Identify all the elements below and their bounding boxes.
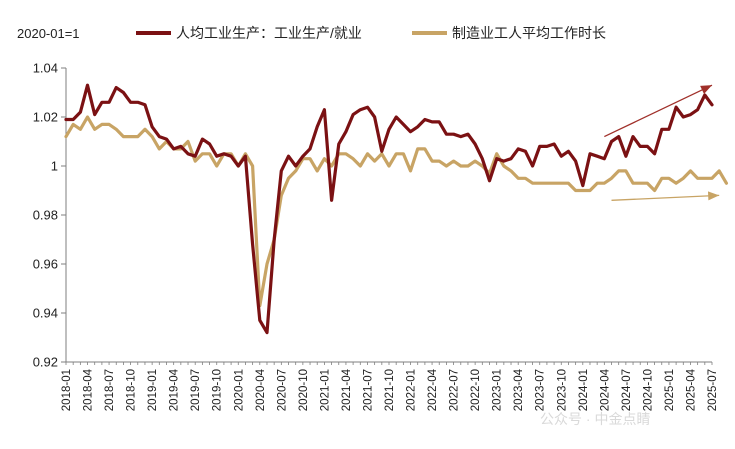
x-tick-label: 2020-07 <box>276 369 288 411</box>
legend-label-1: 制造业工人平均工作时长 <box>452 25 606 41</box>
x-tick-label: 2024-04 <box>599 368 611 411</box>
x-tick-label: 2022-01 <box>406 369 418 411</box>
x-tick-label: 2024-07 <box>621 369 633 411</box>
series-lines <box>64 83 729 335</box>
unit-label: 2020-01=1 <box>17 26 80 41</box>
x-tick-label: 2018-01 <box>61 369 73 411</box>
y-tick-label: 0.96 <box>33 257 58 272</box>
y-tick-label: 1.02 <box>33 110 58 125</box>
axes <box>65 68 712 363</box>
x-tick-label: 2019-10 <box>212 369 224 411</box>
x-tick-label: 2024-01 <box>578 369 590 411</box>
x-tick-label: 2020-10 <box>298 369 310 411</box>
x-tick-label: 2020-04 <box>255 368 267 411</box>
watermark: 公众号 · 中金点睛 <box>540 411 650 427</box>
x-tick-label: 2020-01 <box>233 369 245 411</box>
legend: 人均工业生产：工业生产/就业 制造业工人平均工作时长 <box>136 25 606 41</box>
x-tick-label: 2018-04 <box>83 368 95 411</box>
x-tick-label: 2021-07 <box>362 369 374 411</box>
x-tick-label: 2022-10 <box>470 369 482 411</box>
x-tick-label: 2023-07 <box>535 369 547 411</box>
x-tick-label: 2021-10 <box>384 369 396 411</box>
x-tick-label: 2022-07 <box>449 369 461 411</box>
x-tick-label: 2023-10 <box>556 369 568 411</box>
x-tick-label: 2019-04 <box>169 368 181 411</box>
series-line-0 <box>64 83 714 335</box>
y-tick-label: 0.92 <box>33 355 58 370</box>
x-tick-label: 2018-07 <box>104 369 116 411</box>
y-tick-label: 0.98 <box>33 208 58 223</box>
y-axis-ticks: 0.92 0.94 0.96 0.98 1 1.02 1.04 <box>33 61 66 370</box>
x-tick-label: 2021-04 <box>341 368 353 411</box>
x-tick-label: 2022-04 <box>427 368 439 411</box>
x-tick-label: 2019-07 <box>190 369 202 411</box>
trend-arrow-head-1 <box>707 191 720 201</box>
series-line-1 <box>64 115 729 308</box>
trend-arrow-head-0 <box>700 85 712 94</box>
y-tick-label: 0.94 <box>33 306 58 321</box>
legend-label-0: 人均工业生产：工业生产/就业 <box>176 25 362 41</box>
x-tick-label: 2023-01 <box>492 369 504 411</box>
trend-arrows <box>604 84 720 201</box>
x-tick-label: 2025-01 <box>664 369 676 411</box>
x-tick-label: 2024-10 <box>642 369 654 411</box>
x-axis-ticks: 2018-01 2018-04 2018-07 2018-10 2019-01 2019-… <box>61 362 719 411</box>
y-tick-label: 1 <box>51 159 58 174</box>
x-tick-label: 2025-04 <box>685 368 697 411</box>
x-tick-label: 2025-07 <box>707 369 719 411</box>
x-tick-label: 2018-10 <box>126 369 138 411</box>
x-tick-label: 2021-01 <box>319 369 331 411</box>
y-tick-label: 1.04 <box>33 61 58 76</box>
x-tick-label: 2023-04 <box>513 368 525 411</box>
x-tick-label: 2019-01 <box>147 369 159 411</box>
trend-arrow-line-1 <box>611 194 720 201</box>
trend-arrow-line-0 <box>604 84 713 138</box>
